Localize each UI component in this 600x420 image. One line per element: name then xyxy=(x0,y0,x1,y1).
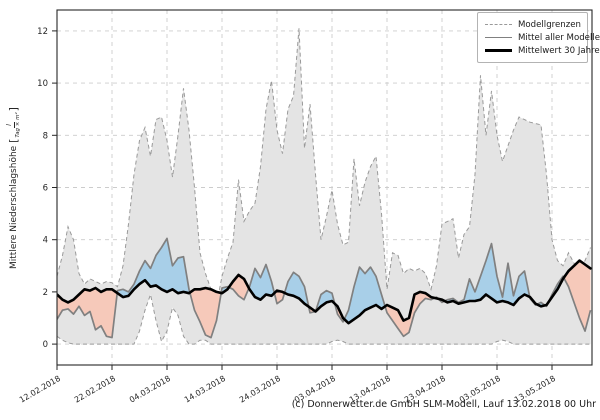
legend-label: Modellgrenzen xyxy=(518,19,581,30)
x-tick-label: 24.03.2018 xyxy=(238,374,282,405)
y-tick-label: 4 xyxy=(43,236,48,246)
model-mean-line xyxy=(57,237,592,339)
y-axis-label-text: Mittlere Niederschlagshöhe xyxy=(9,145,19,269)
model-lower-bound-line xyxy=(57,292,591,345)
y-tick-label: 2 xyxy=(43,288,48,298)
y-axis-unit-numerator: l xyxy=(5,122,15,128)
dashed-line-icon xyxy=(485,24,512,25)
black-line-icon xyxy=(485,48,512,53)
y-axis-unit-bracket-open: [ xyxy=(7,138,20,143)
y-tick-label: 6 xyxy=(43,184,48,194)
legend-item-climate-mean: Mittelwert 30 Jahre xyxy=(485,44,600,57)
legend-label: Mittel aller Modelle xyxy=(518,32,600,43)
below-normal-fill xyxy=(57,260,591,338)
model-range-band xyxy=(57,28,591,345)
x-tick-label: 12.02.2018 xyxy=(18,374,62,405)
x-tick-label: 04.03.2018 xyxy=(128,374,172,405)
y-axis-unit-bracket-close: ] xyxy=(7,107,20,112)
y-tick-label: 12 xyxy=(37,27,48,37)
y-tick-label: 0 xyxy=(43,340,48,350)
y-tick-label: 8 xyxy=(43,131,48,141)
y-tick-labels: 0 2 4 6 8 10 12 xyxy=(37,27,48,350)
y-tick-label: 10 xyxy=(37,79,48,89)
legend-item-model-bounds: Modellgrenzen xyxy=(485,18,581,31)
x-tick-label: 14.03.2018 xyxy=(183,374,227,405)
legend-label: Mittelwert 30 Jahre xyxy=(518,45,600,56)
axis-ticks xyxy=(52,30,553,370)
y-axis-label: Mittlere Niederschlagshöhe [l Tag × m²] xyxy=(5,14,22,362)
gray-line-icon xyxy=(485,36,512,39)
x-tick-label: 22.02.2018 xyxy=(73,374,117,405)
legend-item-model-mean: Mittel aller Modelle xyxy=(485,31,600,44)
chart-legend: Modellgrenzen Mittel aller Modelle Mitte… xyxy=(477,12,600,63)
y-axis-unit-denominator: Tag × m² xyxy=(14,112,21,138)
copyright-caption: (c) Donnerwetter.de GmbH SLM-Modell, Lau… xyxy=(291,399,596,410)
climate-mean-line xyxy=(57,259,592,325)
model-upper-bound-line xyxy=(57,28,591,307)
y-axis-unit-fraction: l Tag × m² xyxy=(5,112,21,138)
